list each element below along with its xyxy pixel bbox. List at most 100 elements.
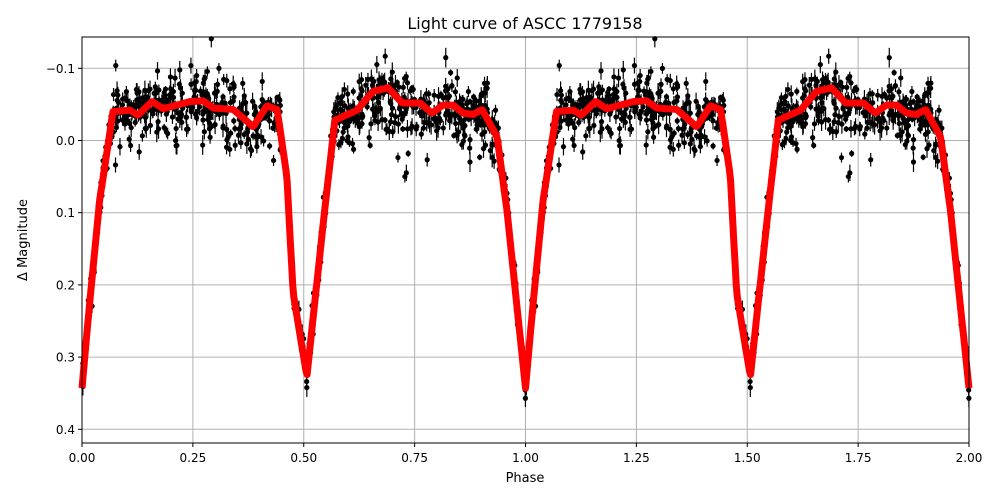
data-point (838, 154, 845, 161)
data-point (670, 146, 676, 152)
data-point (886, 55, 892, 61)
data-point (443, 55, 449, 61)
data-point (339, 135, 346, 142)
data-point (200, 142, 206, 148)
data-point (845, 173, 851, 180)
data-point (428, 122, 434, 128)
data-point (458, 98, 464, 104)
x-tick-label: 0.00 (69, 451, 96, 465)
data-point (660, 110, 666, 117)
data-point (645, 129, 651, 135)
data-point (658, 81, 664, 87)
data-point (851, 88, 857, 94)
data-point (936, 107, 942, 113)
data-point (695, 103, 701, 110)
y-tick-label: 0.0 (56, 134, 75, 148)
data-point (184, 126, 190, 132)
data-point (556, 162, 562, 168)
data-point (408, 125, 414, 131)
data-point (571, 142, 577, 149)
data-point (248, 147, 255, 154)
data-point (374, 61, 380, 68)
data-point (887, 110, 893, 116)
data-point (637, 78, 643, 85)
data-point (839, 84, 845, 90)
data-point (424, 157, 430, 163)
data-point (790, 140, 796, 146)
data-point (270, 157, 277, 164)
data-point (617, 143, 623, 149)
data-point (231, 82, 237, 88)
data-point (710, 118, 716, 124)
data-point (810, 135, 816, 141)
data-point (232, 125, 238, 132)
data-point (332, 105, 338, 111)
data-point (188, 81, 194, 87)
data-point (659, 65, 666, 71)
data-point (253, 134, 259, 140)
data-point (583, 95, 589, 101)
data-point (650, 120, 656, 126)
data-point (440, 95, 446, 101)
data-point (910, 137, 917, 143)
data-point (259, 96, 265, 103)
data-point (588, 95, 594, 101)
data-point (843, 126, 849, 132)
data-point (606, 86, 612, 92)
data-point (560, 144, 567, 150)
data-point (350, 116, 356, 122)
x-tick-label: 0.75 (401, 451, 428, 465)
data-point (825, 117, 832, 123)
y-tick-label: 0.4 (56, 423, 75, 437)
data-point (675, 125, 682, 132)
data-point (175, 110, 181, 116)
y-tick-label: 0.1 (56, 206, 75, 220)
data-point (826, 53, 832, 59)
data-point (676, 142, 682, 148)
data-point (803, 88, 809, 94)
data-point (935, 158, 941, 164)
data-point (848, 80, 854, 86)
data-point (261, 138, 267, 144)
data-point (465, 88, 472, 95)
data-point (667, 126, 673, 132)
data-point (177, 67, 183, 73)
data-point (875, 92, 881, 98)
data-point (136, 149, 142, 155)
data-point (482, 129, 488, 135)
data-point (857, 123, 863, 130)
data-point (405, 150, 411, 157)
data-point (117, 144, 123, 150)
data-point (431, 92, 437, 98)
data-point (681, 140, 687, 146)
data-point (367, 142, 373, 149)
data-point (815, 113, 821, 119)
data-point (615, 75, 622, 81)
data-point (222, 100, 228, 106)
data-point (843, 113, 849, 119)
data-point (390, 129, 396, 135)
data-point (811, 142, 817, 149)
data-point (909, 88, 915, 95)
data-point (396, 106, 403, 112)
data-point (207, 134, 213, 140)
data-point (703, 96, 709, 103)
data-point (839, 121, 845, 127)
data-point (388, 100, 394, 106)
data-point (134, 90, 140, 96)
data-point (558, 97, 564, 103)
data-point (556, 62, 562, 69)
data-point (350, 88, 356, 95)
data-point (808, 104, 814, 110)
data-point (235, 132, 242, 138)
data-point (177, 115, 184, 121)
data-point (620, 67, 626, 73)
data-point (831, 100, 837, 106)
data-point (862, 131, 868, 137)
data-point (407, 88, 413, 94)
data-point (605, 125, 611, 131)
data-point (211, 90, 218, 96)
data-point (253, 108, 259, 115)
data-point (139, 133, 145, 139)
data-point (467, 145, 473, 151)
